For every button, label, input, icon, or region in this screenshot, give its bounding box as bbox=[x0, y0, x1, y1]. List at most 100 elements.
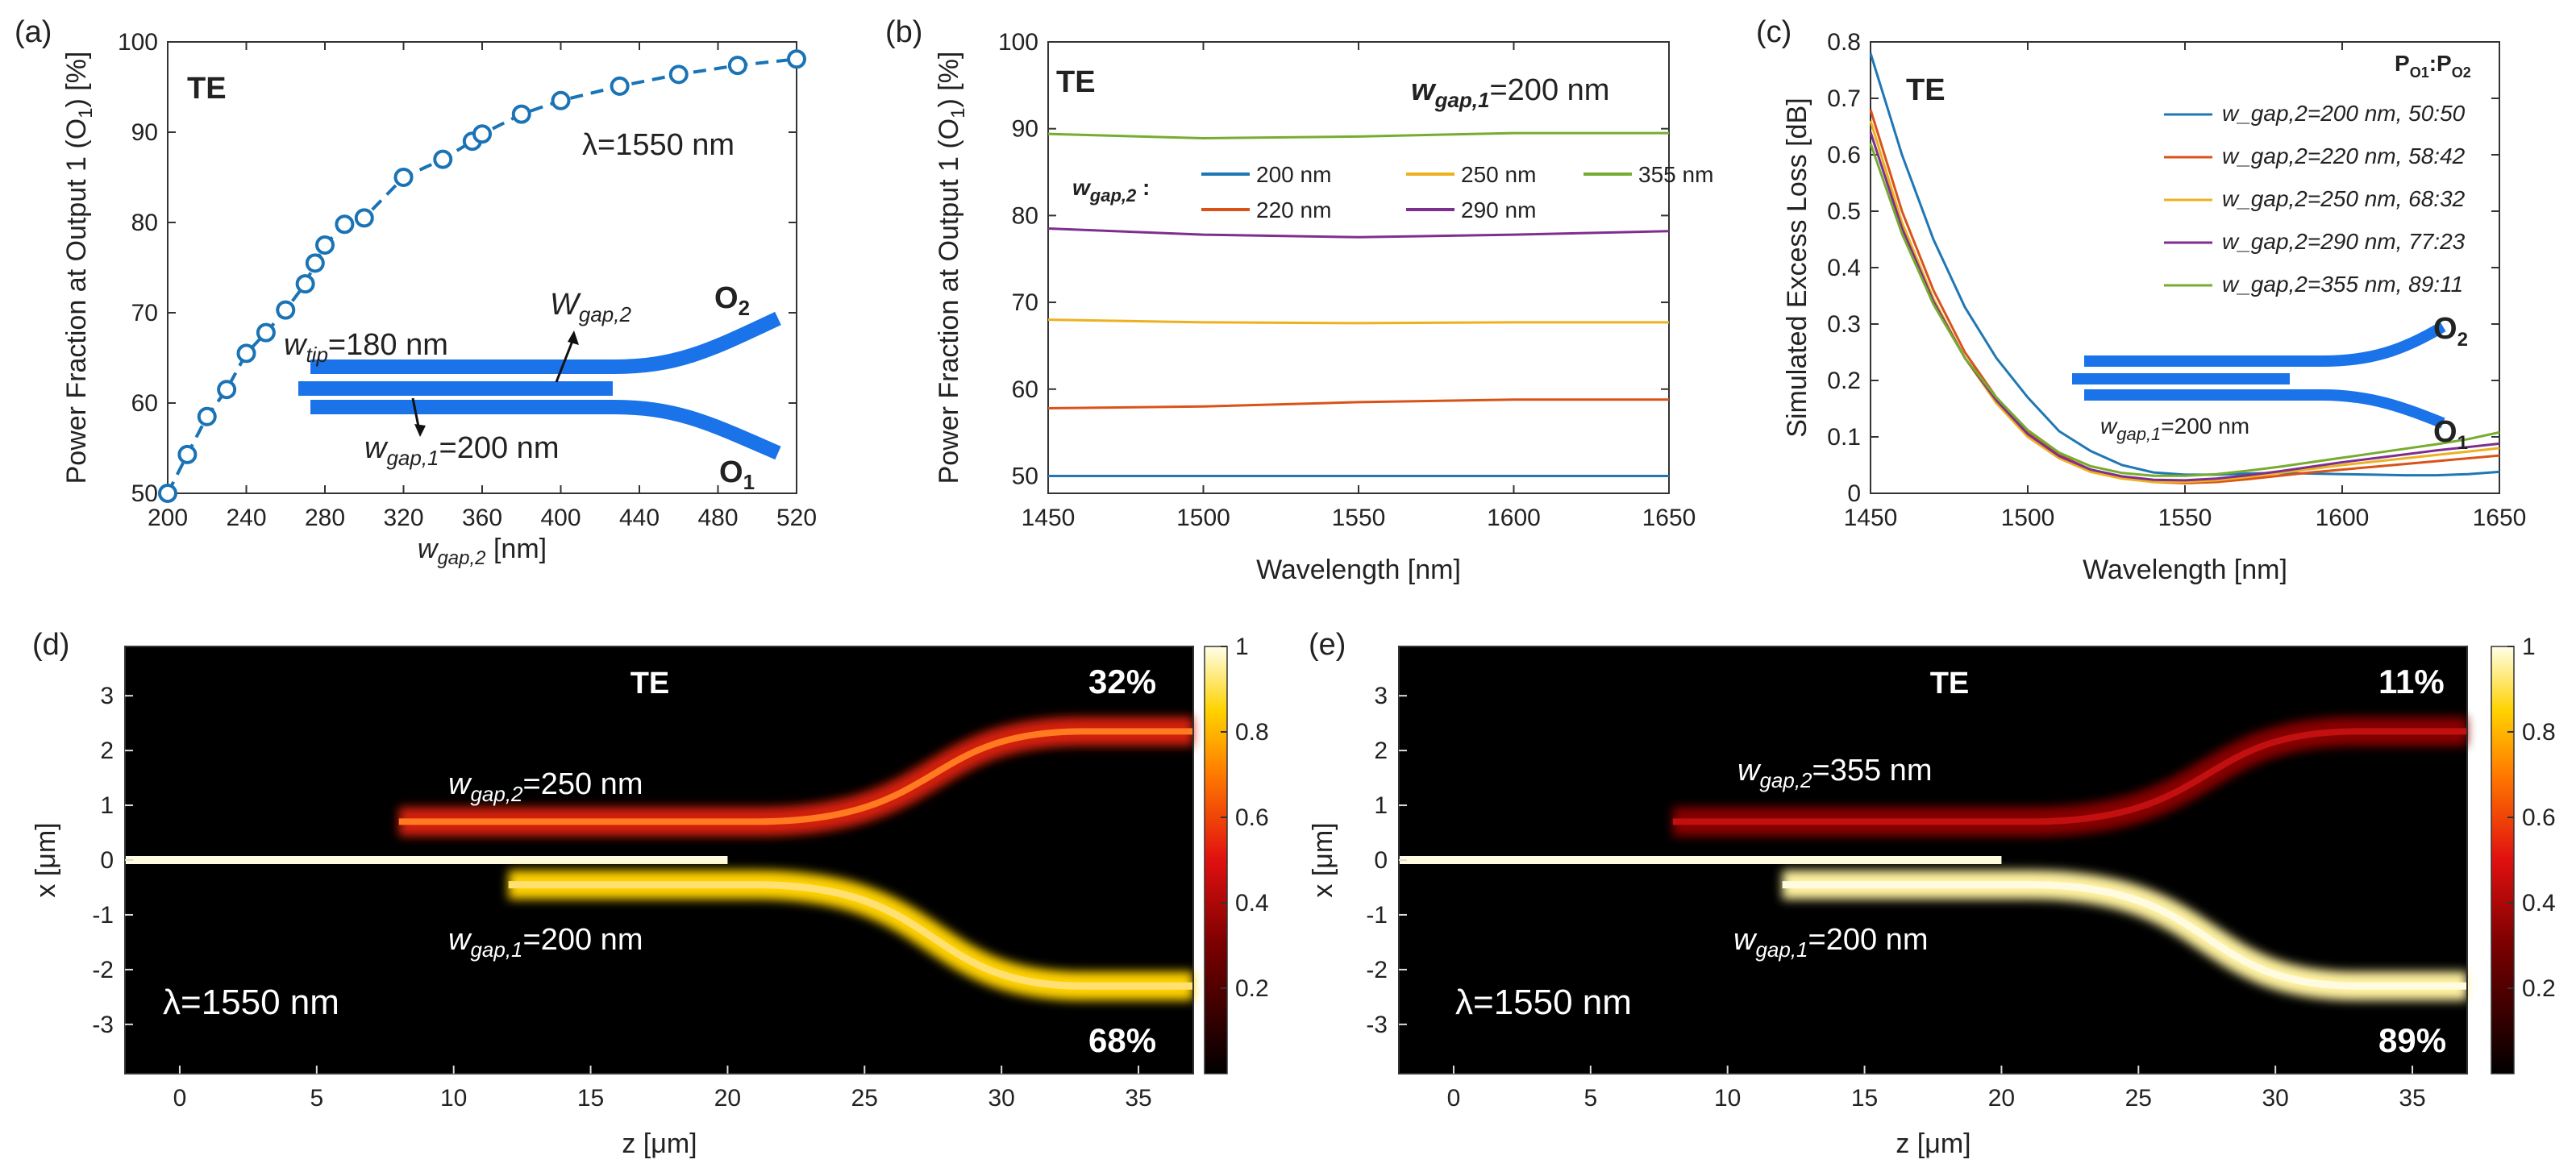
data-point bbox=[354, 208, 374, 228]
panel-e-label: (e) bbox=[1309, 628, 1346, 662]
x-tick-label: 10 bbox=[1714, 1085, 1741, 1112]
y-tick-label: 1 bbox=[100, 792, 114, 819]
panel-c-legend-header: PO1:PO2 bbox=[2395, 51, 2471, 81]
y-tick-label: -3 bbox=[92, 1012, 114, 1038]
series-line-4 bbox=[1869, 143, 2500, 477]
panel-a-inset-o2: O2 bbox=[714, 281, 750, 320]
panel-d-top-fraction: 32% bbox=[1088, 663, 1156, 700]
panel-b-xlabel: Wavelength [nm] bbox=[1256, 555, 1461, 585]
panel-e-te-tag: TE bbox=[1930, 667, 1970, 700]
x-tick-label: 1650 bbox=[2473, 505, 2527, 531]
legend-label: 200 nm bbox=[1256, 162, 1331, 187]
panel-a-inset-gap2: Wgap,2 bbox=[550, 288, 631, 326]
data-point bbox=[276, 300, 296, 320]
panel-e-field bbox=[1399, 717, 2467, 1001]
y-tick-label: 0 bbox=[1847, 480, 1861, 507]
x-tick-label: 20 bbox=[1988, 1085, 2015, 1112]
lower-arm-core bbox=[508, 881, 1193, 990]
x-tick-label: 240 bbox=[226, 505, 266, 531]
x-tick-label: 400 bbox=[540, 505, 581, 531]
panel-c-inset-gap1: wgap,1=200 nm bbox=[2100, 414, 2249, 444]
y-tick-label: 70 bbox=[131, 300, 158, 326]
panel-e-wavelength-note: λ=1550 nm bbox=[1455, 983, 1632, 1022]
y-tick-label: 90 bbox=[131, 119, 158, 146]
data-point bbox=[433, 149, 453, 169]
y-tick-label: 0 bbox=[100, 847, 114, 874]
y-tick-label: 0.2 bbox=[1827, 368, 1861, 394]
data-point bbox=[315, 235, 335, 255]
x-tick-label: 5 bbox=[310, 1085, 323, 1112]
x-tick-label: 1500 bbox=[1176, 505, 1230, 531]
panel-b-ticks: 1450 1500 1550 1600 1650 50 60 70 80 90 100 bbox=[998, 29, 1696, 531]
panel-c-inset: wgap,1=200 nm O2 O1 bbox=[2072, 312, 2468, 454]
x-tick-label: 1450 bbox=[1844, 505, 1898, 531]
x-tick-label: 480 bbox=[697, 505, 738, 531]
data-point bbox=[335, 214, 355, 235]
data-point bbox=[158, 484, 177, 503]
panel-d-field bbox=[125, 717, 1193, 1001]
y-tick-label: 3 bbox=[1374, 683, 1388, 709]
panel-a-marks bbox=[158, 49, 806, 503]
x-tick-label: 0 bbox=[173, 1085, 187, 1112]
data-point bbox=[393, 168, 414, 187]
y-tick-label: -1 bbox=[92, 902, 114, 929]
panel-b-label: (b) bbox=[885, 15, 922, 49]
panel-e-gap2-label: wgap,2=355 nm bbox=[1737, 754, 1932, 792]
panel-a-xlabel: wgap,2 [nm] bbox=[418, 534, 547, 569]
x-tick-label: 25 bbox=[851, 1085, 878, 1112]
legend-label: 355 nm bbox=[1638, 162, 1713, 187]
colorbar-tick-label: 0.6 bbox=[1235, 804, 1269, 831]
y-tick-label: -2 bbox=[92, 957, 114, 983]
panel-c-marks bbox=[1869, 52, 2500, 484]
data-point bbox=[551, 90, 571, 110]
x-tick-label: 1600 bbox=[1487, 505, 1541, 531]
panel-a-inset-tip: wtip=180 nm bbox=[284, 328, 448, 367]
colorbar-tick-label: 0.2 bbox=[1235, 975, 1269, 1002]
series-line-3 bbox=[1047, 227, 1670, 239]
legend-label: w_gap,2=220 nm, 58:42 bbox=[2222, 143, 2466, 168]
y-tick-label: 1 bbox=[1374, 792, 1388, 819]
y-tick-label: 0.5 bbox=[1827, 198, 1861, 225]
x-tick-label: 30 bbox=[2262, 1085, 2288, 1112]
colorbar-tick-label: 1 bbox=[1235, 634, 1249, 660]
panel-d-colorbar-ticks: 1 0.8 0.6 0.4 0.2 bbox=[1221, 634, 1269, 1002]
panel-d-gap2-label: wgap,2=250 nm bbox=[448, 767, 643, 806]
x-tick-label: 1450 bbox=[1022, 505, 1076, 531]
x-tick-label: 1600 bbox=[2316, 505, 2370, 531]
panel-c-legend: w_gap,2=200 nm, 50:50 w_gap,2=220 nm, 58:… bbox=[2164, 101, 2466, 297]
y-tick-label: 3 bbox=[100, 683, 114, 709]
panel-a-ylabel: Power Fraction at Output 1 (O1) [%] bbox=[61, 52, 97, 484]
panel-d-te-tag: TE bbox=[630, 667, 670, 700]
panel-b-marks bbox=[1047, 131, 1670, 477]
legend-label: w_gap,2=250 nm, 68:32 bbox=[2222, 186, 2466, 211]
data-point bbox=[197, 406, 217, 426]
y-tick-label: 100 bbox=[998, 29, 1038, 56]
panel-d-ylabel: x [μm] bbox=[31, 822, 61, 897]
panel-d-bottom-fraction: 68% bbox=[1088, 1021, 1156, 1059]
panel-e-top-fraction: 11% bbox=[2378, 663, 2445, 700]
x-tick-label: 320 bbox=[383, 505, 423, 531]
panel-b-ylabel: Power Fraction at Output 1 (O1) [%] bbox=[934, 52, 969, 484]
y-tick-label: 0.1 bbox=[1827, 424, 1861, 451]
colorbar-tick-label: 0.6 bbox=[2522, 804, 2556, 831]
y-tick-label: 80 bbox=[1012, 202, 1038, 229]
panel-e-xlabel: z [μm] bbox=[1896, 1128, 1970, 1159]
data-point bbox=[610, 76, 630, 96]
panel-d-label: (d) bbox=[32, 628, 69, 662]
panel-b: (b) 1450 1500 1550 1600 1650 50 60 70 80 90 100 TE… bbox=[885, 15, 1713, 585]
data-point bbox=[472, 124, 492, 144]
y-tick-label: 60 bbox=[131, 390, 158, 417]
y-tick-label: 50 bbox=[1012, 463, 1038, 489]
y-tick-label: -2 bbox=[1366, 957, 1388, 983]
x-tick-label: 0 bbox=[1447, 1085, 1461, 1112]
x-tick-label: 1500 bbox=[2001, 505, 2055, 531]
x-tick-label: 360 bbox=[462, 505, 502, 531]
panel-c-axes bbox=[1870, 41, 2500, 494]
y-tick-label: 0 bbox=[1374, 847, 1388, 874]
y-tick-label: 0.8 bbox=[1827, 29, 1861, 56]
panel-b-legend-title: wgap,2 : bbox=[1072, 175, 1150, 206]
y-tick-label: 70 bbox=[1012, 289, 1038, 316]
colorbar-tick-label: 0.8 bbox=[1235, 719, 1269, 746]
